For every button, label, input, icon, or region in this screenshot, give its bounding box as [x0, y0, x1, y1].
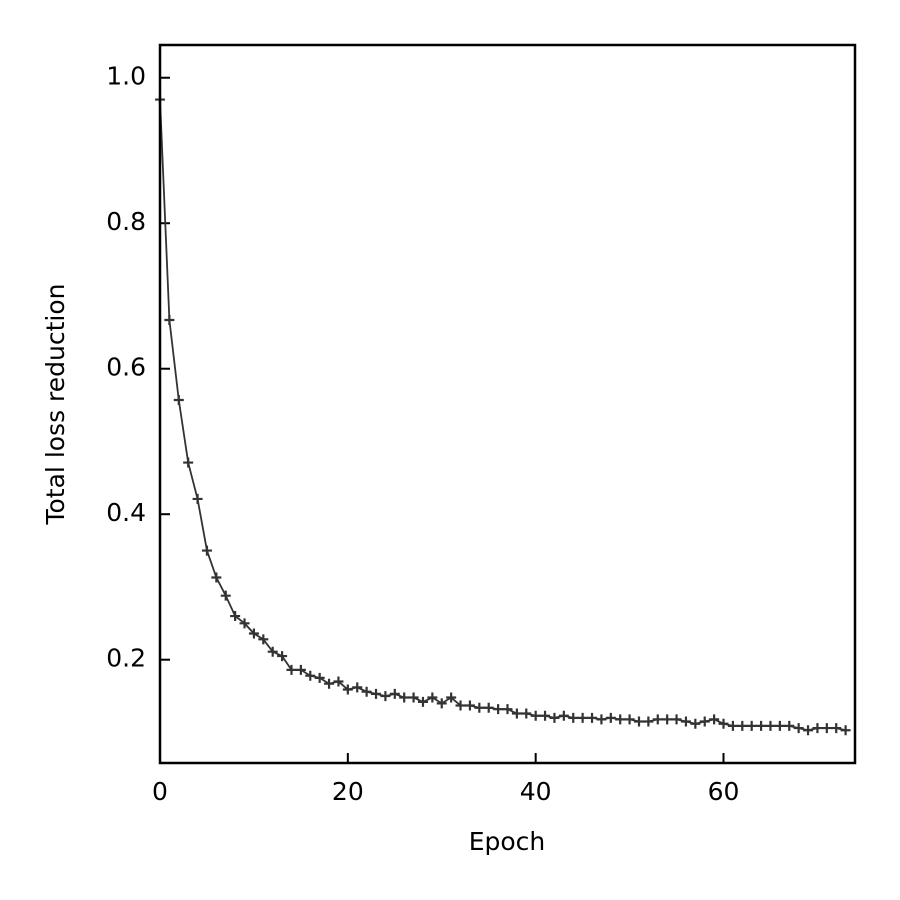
marker	[201, 545, 212, 556]
marker	[643, 716, 654, 727]
marker	[239, 618, 250, 629]
marker	[483, 702, 494, 713]
plot-frame	[158, 43, 857, 765]
marker	[803, 725, 814, 736]
marker	[295, 664, 306, 675]
marker	[361, 686, 372, 697]
marker	[173, 394, 184, 405]
marker	[220, 590, 231, 601]
marker	[408, 692, 419, 703]
marker	[455, 700, 466, 711]
marker	[417, 696, 428, 707]
marker	[277, 651, 288, 662]
marker	[746, 720, 757, 731]
y-axis-label: Total loss reduction	[41, 283, 70, 525]
marker	[511, 708, 522, 719]
marker	[342, 684, 353, 695]
y-tick-label: 0.8	[106, 207, 146, 236]
marker	[765, 720, 776, 731]
y-tick-label: 0.2	[106, 644, 146, 673]
x-tick-label: 20	[332, 777, 364, 806]
marker	[305, 670, 316, 681]
marker	[502, 704, 513, 715]
marker	[727, 720, 738, 731]
marker	[756, 720, 767, 731]
marker	[248, 628, 259, 639]
x-tick-label: 60	[708, 777, 740, 806]
x-tick-label: 0	[152, 777, 168, 806]
marker	[380, 691, 391, 702]
marker	[192, 493, 203, 504]
marker	[699, 716, 710, 727]
marker	[624, 714, 635, 725]
marker	[258, 634, 269, 645]
marker	[446, 692, 457, 703]
marker	[784, 720, 795, 731]
marker	[230, 611, 241, 622]
marker	[671, 714, 682, 725]
marker	[568, 712, 579, 723]
x-tick-label: 40	[520, 777, 552, 806]
marker	[821, 723, 832, 734]
marker	[183, 457, 194, 468]
marker	[718, 718, 729, 729]
marker	[577, 712, 588, 723]
marker	[436, 698, 447, 709]
marker	[389, 688, 400, 699]
y-tick-label: 1.0	[106, 62, 146, 91]
marker	[211, 572, 222, 583]
marker	[540, 710, 551, 721]
marker	[521, 708, 532, 719]
marker	[596, 714, 607, 725]
marker	[530, 710, 541, 721]
marker	[615, 714, 626, 725]
y-tick-label: 0.4	[106, 498, 146, 527]
x-axis-label: Epoch	[469, 827, 546, 856]
marker	[324, 678, 335, 689]
marker	[840, 725, 851, 736]
marker	[314, 672, 325, 683]
marker	[737, 720, 748, 731]
marker	[558, 710, 569, 721]
marker	[352, 682, 363, 693]
marker	[267, 646, 278, 657]
marker	[793, 723, 804, 734]
marker	[605, 712, 616, 723]
marker	[549, 712, 560, 723]
marker	[587, 712, 598, 723]
marker	[812, 723, 823, 734]
marker	[474, 702, 485, 713]
marker	[709, 714, 720, 725]
marker	[427, 692, 438, 703]
marker	[633, 716, 644, 727]
marker	[493, 704, 504, 715]
marker	[680, 716, 691, 727]
marker	[662, 714, 673, 725]
marker	[774, 720, 785, 731]
marker	[371, 688, 382, 699]
marker	[164, 314, 175, 325]
y-tick-label: 0.6	[106, 353, 146, 382]
marker	[333, 676, 344, 687]
marker	[690, 718, 701, 729]
marker	[652, 714, 663, 725]
marker	[399, 692, 410, 703]
marker	[831, 723, 842, 734]
marker	[286, 664, 297, 675]
marker	[464, 700, 475, 711]
